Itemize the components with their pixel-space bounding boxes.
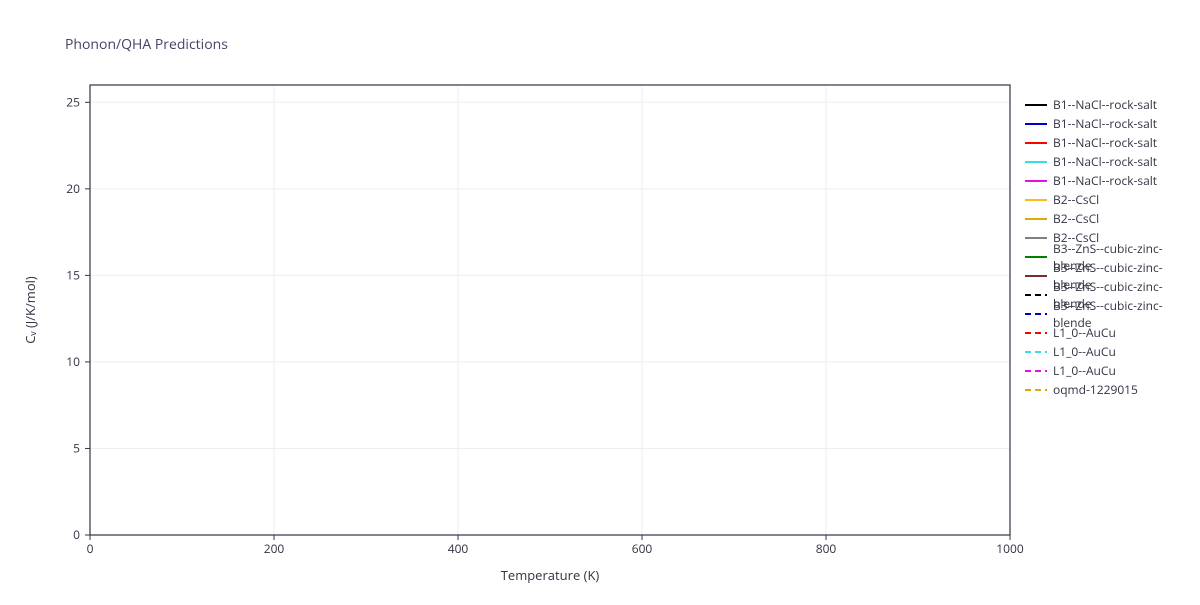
legend-item[interactable]: B1--NaCl--rock-salt <box>1025 152 1200 171</box>
legend-swatch <box>1025 156 1047 168</box>
legend-item[interactable]: L1_0--AuCu <box>1025 361 1200 380</box>
y-ticks: 0 5 10 15 20 25 <box>66 93 90 543</box>
svg-text:15: 15 <box>66 266 80 283</box>
svg-text:1000: 1000 <box>996 540 1024 557</box>
legend-item[interactable]: B3--ZnS--cubic-zinc-blende <box>1025 304 1200 323</box>
legend-swatch <box>1025 346 1047 358</box>
legend-swatch <box>1025 175 1047 187</box>
legend-swatch <box>1025 99 1047 111</box>
svg-text:0: 0 <box>87 540 94 557</box>
legend-label: L1_0--AuCu <box>1053 324 1116 341</box>
svg-text:25: 25 <box>66 93 80 110</box>
legend-swatch <box>1025 270 1047 282</box>
legend-swatch <box>1025 194 1047 206</box>
legend: B1--NaCl--rock-salt B1--NaCl--rock-salt B1… <box>1025 95 1200 399</box>
svg-text:0: 0 <box>73 526 80 543</box>
legend-swatch <box>1025 365 1047 377</box>
legend-swatch <box>1025 118 1047 130</box>
legend-swatch <box>1025 308 1047 320</box>
legend-label: B1--NaCl--rock-salt <box>1053 153 1157 170</box>
svg-text:10: 10 <box>66 353 80 370</box>
plot-border <box>90 85 1010 535</box>
legend-swatch <box>1025 137 1047 149</box>
legend-label: B1--NaCl--rock-salt <box>1053 96 1157 113</box>
grid <box>90 85 1010 535</box>
legend-swatch <box>1025 327 1047 339</box>
legend-swatch <box>1025 289 1047 301</box>
legend-swatch <box>1025 213 1047 225</box>
legend-label: L1_0--AuCu <box>1053 362 1116 379</box>
svg-text:5: 5 <box>73 439 80 456</box>
legend-item[interactable]: B1--NaCl--rock-salt <box>1025 171 1200 190</box>
legend-label: B1--NaCl--rock-salt <box>1053 115 1157 132</box>
x-ticks: 0 200 400 600 800 1000 <box>87 535 1024 557</box>
svg-text:800: 800 <box>816 540 837 557</box>
legend-swatch <box>1025 251 1047 263</box>
legend-item[interactable]: oqmd-1229015 <box>1025 380 1200 399</box>
line-chart: 0 200 400 600 800 1000 0 5 10 15 20 25 Temperature… <box>0 0 1200 600</box>
legend-label: L1_0--AuCu <box>1053 343 1116 360</box>
svg-text:20: 20 <box>66 180 80 197</box>
legend-label: oqmd-1229015 <box>1053 381 1138 398</box>
svg-text:400: 400 <box>448 540 469 557</box>
legend-swatch <box>1025 384 1047 396</box>
y-axis-label: Cᵥ (J/K/mol) <box>21 276 39 344</box>
svg-text:200: 200 <box>264 540 285 557</box>
legend-label: B1--NaCl--rock-salt <box>1053 172 1157 189</box>
chart-title: Phonon/QHA Predictions <box>65 35 228 54</box>
legend-label: B2--CsCl <box>1053 191 1099 208</box>
legend-item[interactable]: L1_0--AuCu <box>1025 342 1200 361</box>
legend-item[interactable]: B2--CsCl <box>1025 190 1200 209</box>
legend-item[interactable]: B1--NaCl--rock-salt <box>1025 133 1200 152</box>
legend-item[interactable]: B1--NaCl--rock-salt <box>1025 95 1200 114</box>
svg-text:600: 600 <box>632 540 653 557</box>
legend-label: B1--NaCl--rock-salt <box>1053 134 1157 151</box>
x-axis-label: Temperature (K) <box>501 566 600 584</box>
legend-item[interactable]: B2--CsCl <box>1025 209 1200 228</box>
legend-swatch <box>1025 232 1047 244</box>
legend-label: B2--CsCl <box>1053 210 1099 227</box>
legend-item[interactable]: B1--NaCl--rock-salt <box>1025 114 1200 133</box>
